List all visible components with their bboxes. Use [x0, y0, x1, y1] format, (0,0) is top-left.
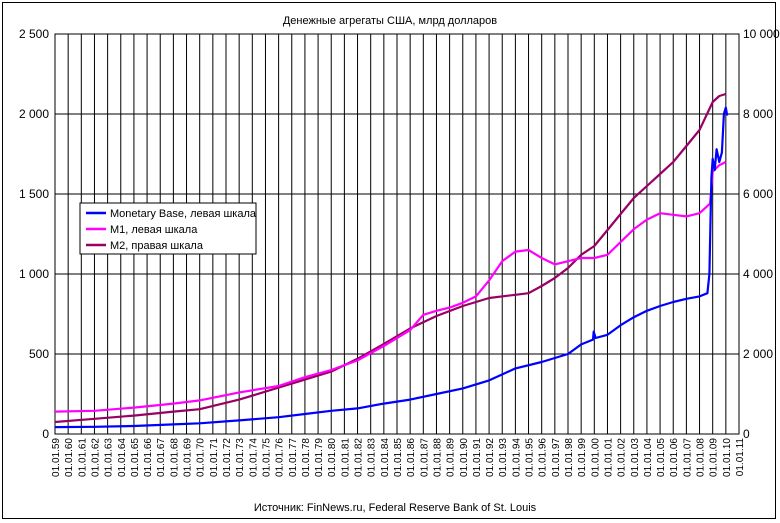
x-tick-label: 01.01.60: [64, 438, 75, 477]
x-tick-label: 01.01.73: [235, 438, 246, 477]
x-tick-label: 01.01.98: [564, 438, 575, 477]
x-tick-label: 01.01.08: [696, 438, 707, 477]
series-line: [54, 106, 729, 429]
x-tick-label: 01.01.07: [682, 438, 693, 477]
x-tick-label: 01.01.00: [590, 438, 601, 477]
x-tick-label: 01.01.99: [577, 438, 588, 477]
y-right-tick-label: 0: [743, 427, 750, 441]
x-tick-label: 01.01.86: [406, 438, 417, 477]
y-right-tick-label: 6 000: [743, 187, 773, 201]
x-tick-label: 01.01.70: [196, 438, 207, 477]
x-tick-label: 01.01.69: [183, 438, 194, 477]
x-tick-label: 01.01.77: [288, 438, 299, 477]
x-tick-label: 01.01.88: [432, 438, 443, 477]
y-right-tick-label: 8 000: [743, 107, 773, 121]
y-left-tick-label: 0: [42, 427, 49, 441]
legend-entry: Monetary Base, левая шкала: [110, 208, 257, 220]
x-tick-label: 01.01.03: [630, 438, 641, 477]
y-left-tick-label: 2 500: [19, 27, 49, 41]
x-tick-label: 01.01.06: [669, 438, 680, 477]
x-tick-label: 01.01.71: [209, 438, 220, 477]
chart-source: Источник: FinNews.ru, Federal Reserve Ba…: [254, 502, 537, 514]
legend-entry: M1, левая шкала: [110, 224, 198, 236]
legend-box: [79, 202, 257, 255]
x-tick-label: 01.01.66: [143, 438, 154, 477]
x-tick-label: 01.01.92: [485, 438, 496, 477]
x-tick-label: 01.01.05: [656, 438, 667, 477]
x-tick-label: 01.01.81: [340, 438, 351, 477]
x-tick-label: 01.01.01: [603, 438, 614, 477]
x-tick-label: 01.01.78: [301, 438, 312, 477]
x-tick-label: 01.01.96: [538, 438, 549, 477]
y-left-tick-label: 1 500: [19, 187, 49, 201]
x-tick-label: 01.01.61: [77, 438, 88, 477]
x-tick-label: 01.01.09: [709, 438, 720, 477]
x-tick-label: 01.01.75: [261, 438, 272, 477]
y-right-tick-label: 10 000: [743, 27, 780, 41]
x-tick-label: 01.01.76: [275, 438, 286, 477]
x-tick-label: 01.01.10: [722, 438, 733, 477]
x-tick-label: 01.01.59: [51, 438, 62, 477]
x-tick-label: 01.01.04: [643, 438, 654, 477]
x-tick-label: 01.01.97: [551, 438, 562, 477]
x-tick-label: 01.01.02: [617, 438, 628, 477]
x-tick-label: 01.01.72: [222, 438, 233, 477]
y-left-tick-label: 2 000: [19, 107, 49, 121]
legend: Monetary Base, левая шкала M1, левая шкал…: [79, 202, 257, 255]
x-tick-label: 01.01.82: [354, 438, 365, 477]
x-tick-label: 01.01.93: [498, 438, 509, 477]
x-tick-label: 01.01.90: [459, 438, 470, 477]
x-tick-label: 01.01.64: [117, 438, 128, 477]
x-tick-label: 01.01.83: [367, 438, 378, 477]
x-tick-label: 01.01.89: [446, 438, 457, 477]
chart-title: Денежные агрегаты США, млрд долларов: [283, 15, 497, 27]
y-left-tick-label: 1 000: [19, 267, 49, 281]
x-tick-label: 01.01.68: [169, 438, 180, 477]
x-tick-label: 01.01.67: [156, 438, 167, 477]
x-tick-label: 01.01.63: [104, 438, 115, 477]
y-axis-left: 0 500 1 000 1 500 2 000 2 500: [19, 27, 49, 441]
x-tick-label: 01.01.65: [130, 438, 141, 477]
y-right-tick-label: 4 000: [743, 267, 773, 281]
x-tick-label: 01.01.91: [472, 438, 483, 477]
x-tick-label: 01.01.95: [525, 438, 536, 477]
series-line: [54, 92, 727, 424]
x-tick-label: 01.01.85: [393, 438, 404, 477]
x-tick-label: 01.01.80: [327, 438, 338, 477]
x-tick-label: 01.01.62: [90, 438, 101, 477]
y-left-tick-label: 500: [29, 347, 49, 361]
x-tick-label: 01.01.79: [314, 438, 325, 477]
x-tick-label: 01.01.74: [248, 438, 259, 477]
x-axis: 01.01.59 01.01.60 01.01.61 01.01.62 01.01.63…: [51, 438, 746, 477]
x-tick-label: 01.01.11: [735, 438, 746, 477]
x-tick-label: 01.01.94: [511, 438, 522, 477]
y-right-tick-label: 2 000: [743, 347, 773, 361]
series-line: [54, 161, 727, 413]
legend-entry: M2, правая шкала: [110, 240, 204, 252]
x-tick-label: 01.01.87: [419, 438, 430, 477]
series-lines: [54, 92, 729, 429]
x-tick-label: 01.01.84: [380, 438, 391, 477]
y-axis-right: 0 2 000 4 000 6 000 8 000 10 000: [743, 27, 780, 441]
